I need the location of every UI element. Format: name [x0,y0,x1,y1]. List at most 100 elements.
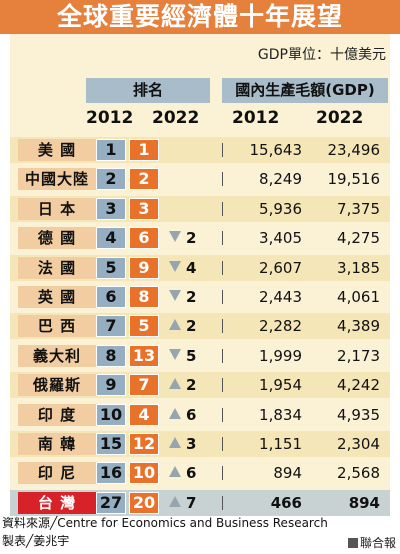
table-row: 法 國 5 9 4 2,607 3,185 [10,255,390,281]
column-divider [222,261,223,275]
table-row: 南 韓 15 12 3 1,151 2,304 [10,431,390,457]
unit-label: GDP單位：十億美元 [257,47,386,63]
column-divider [222,496,223,510]
rank-2012-cell: 27 [96,492,126,514]
gdp-header: 國內生產毛額(GDP) [222,78,388,103]
rank-2022-cell: 7 [129,374,159,396]
rank-2022-cell: 10 [129,462,159,484]
rank-change-value: 7 [186,494,197,512]
gdp-2012-cell: 1,999 [259,347,302,365]
triangle-up-icon [169,437,181,448]
column-divider [222,466,223,480]
triangle-down-icon [169,261,181,272]
gdp-2012-cell: 2,607 [259,259,302,277]
rank-2022-cell: 4 [129,404,159,426]
column-divider [222,172,223,186]
publisher-logo: 聯合報 [347,535,396,551]
table-row: 巴 西 7 5 2 2,282 4,389 [10,313,390,339]
table-row: 印 尼 16 10 6 894 2,568 [10,460,390,486]
country-name: 日 本 [18,198,96,220]
gdp-2022-cell: 19,516 [327,170,381,188]
triangle-up-icon [169,408,181,419]
rank-change-value: 2 [186,229,197,247]
triangle-down-icon [169,231,181,242]
gdp-2012-cell: 1,151 [259,435,302,453]
gdp-2012-cell: 15,643 [249,141,303,159]
column-divider [222,290,223,304]
rank-2012-cell: 1 [96,139,126,161]
rank-2012-cell: 3 [96,198,126,220]
rank-change-value: 5 [186,347,197,365]
gdp-2022-cell: 4,389 [337,317,380,335]
column-divider [222,319,223,333]
country-name: 台 灣 [18,492,96,514]
publisher-name: 聯合報 [359,536,396,550]
gdp-2012-cell: 1,954 [259,376,302,394]
table-row: 台 灣 27 20 7 466 894 [10,490,390,516]
country-name: 美 國 [18,139,96,161]
gdp-2012-cell: 8,249 [259,170,302,188]
triangle-down-icon [169,349,181,360]
country-name: 印 尼 [18,462,96,484]
triangle-up-icon [169,496,181,507]
rank-2012-cell: 5 [96,257,126,279]
rank-2022-cell: 2 [129,168,159,190]
column-divider [222,437,223,451]
column-divider [222,202,223,216]
rank-2022-header: 2022 [152,108,200,128]
column-divider [222,143,223,157]
rank-change-value: 2 [186,376,197,394]
table-row: 義大利 8 13 5 1,999 2,173 [10,343,390,369]
rank-change-value: 4 [186,259,197,277]
column-divider [222,349,223,363]
gdp-2022-cell: 7,375 [337,200,380,218]
rank-2022-cell: 13 [129,345,159,367]
rank-2022-cell: 5 [129,315,159,337]
rank-2012-cell: 4 [96,227,126,249]
table-row: 美 國 1 1 15,643 23,496 [10,137,390,163]
gdp-2012-header: 2012 [232,108,280,128]
rank-2022-cell: 8 [129,286,159,308]
gdp-2022-header: 2022 [316,108,364,128]
country-name: 南 韓 [18,433,96,455]
gdp-2022-cell: 3,185 [337,259,380,277]
rank-2022-cell: 1 [129,139,159,161]
rank-2012-cell: 2 [96,168,126,190]
gdp-2022-cell: 4,935 [337,406,380,424]
gdp-2022-cell: 2,304 [337,435,380,453]
title-bar [0,0,400,34]
column-divider [222,231,223,245]
gdp-2012-cell: 466 [270,494,302,512]
table-row: 日 本 3 3 5,936 7,375 [10,196,390,222]
gdp-2022-cell: 2,173 [337,347,380,365]
gdp-2022-cell: 4,275 [337,229,380,247]
rank-change-value: 6 [186,464,197,482]
chart-title: 全球重要經濟體十年展望 [56,2,343,31]
rank-2022-cell: 3 [129,198,159,220]
logo-square-icon [347,538,358,548]
table-row: 俄羅斯 9 7 2 1,954 4,242 [10,372,390,398]
rank-change-value: 6 [186,406,197,424]
rank-2022-cell: 6 [129,227,159,249]
rank-header: 排名 [86,78,210,103]
table-row: 英 國 6 8 2 2,443 4,061 [10,284,390,310]
rank-2012-cell: 15 [96,433,126,455]
country-name: 巴 西 [18,315,96,337]
rank-2012-header: 2012 [86,108,134,128]
triangle-down-icon [169,290,181,301]
gdp-2012-cell: 894 [273,464,302,482]
rank-2012-cell: 16 [96,462,126,484]
triangle-up-icon [169,466,181,477]
country-name: 印 度 [18,404,96,426]
rank-change-value: 2 [186,317,197,335]
rank-2012-cell: 7 [96,315,126,337]
rank-2012-cell: 10 [96,404,126,426]
gdp-2022-cell: 4,061 [337,288,380,306]
country-name: 英 國 [18,286,96,308]
column-divider [222,378,223,392]
country-name: 法 國 [18,257,96,279]
triangle-up-icon [169,378,181,389]
country-name: 德 國 [18,227,96,249]
rank-2022-cell: 20 [129,492,159,514]
